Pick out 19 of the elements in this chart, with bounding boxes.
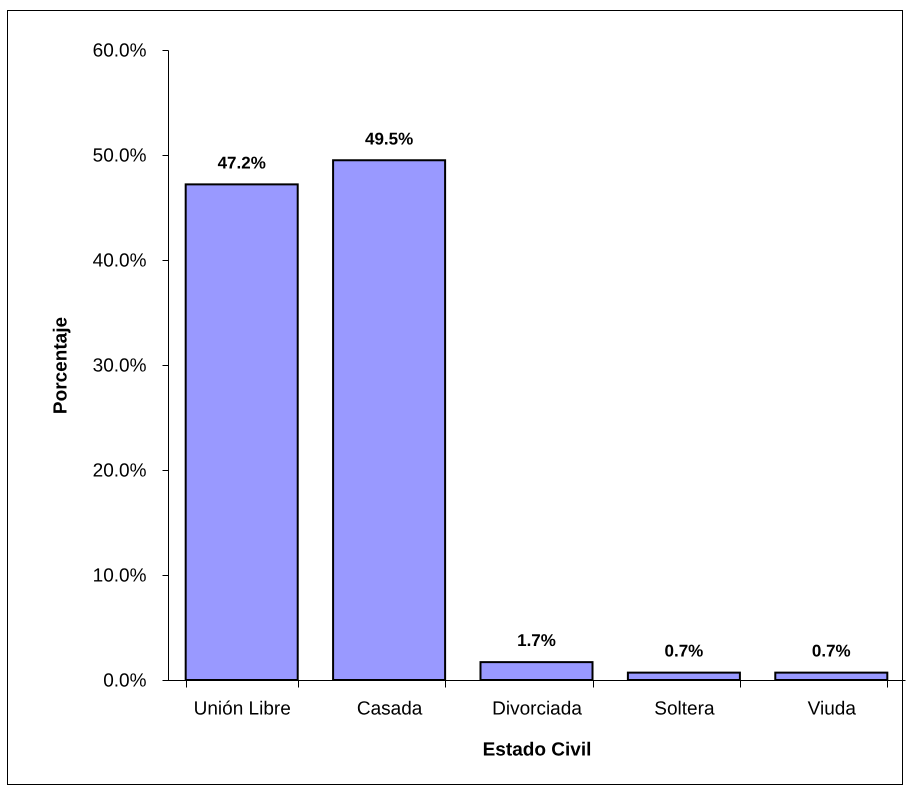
data-label: 1.7%: [517, 631, 556, 650]
x-tick-label: Soltera: [654, 698, 715, 720]
y-tick-label: 10.0%: [92, 566, 147, 586]
y-tick-label: 40.0%: [92, 250, 147, 272]
data-label: 49.5%: [365, 129, 414, 148]
y-tick-label: 20.0%: [92, 460, 147, 482]
data-label: 0.7%: [812, 642, 851, 661]
data-label: 0.7%: [664, 642, 704, 661]
y-tick-label: 60.0%: [92, 40, 147, 62]
x-axis-title: Estado Civil: [482, 740, 592, 760]
y-axis-title: Porcentaje: [50, 316, 72, 414]
data-label: 47.2%: [218, 153, 266, 172]
y-tick-label: 0.0%: [103, 670, 147, 692]
x-tick-label: Casada: [356, 698, 423, 720]
y-tick-label: 30.0%: [92, 356, 147, 376]
x-tick-label: Divorciada: [492, 698, 582, 720]
y-tick-label: 50.0%: [92, 146, 147, 166]
x-tick-label: Viuda: [808, 698, 856, 720]
x-tick-label: Unión Libre: [194, 698, 291, 720]
